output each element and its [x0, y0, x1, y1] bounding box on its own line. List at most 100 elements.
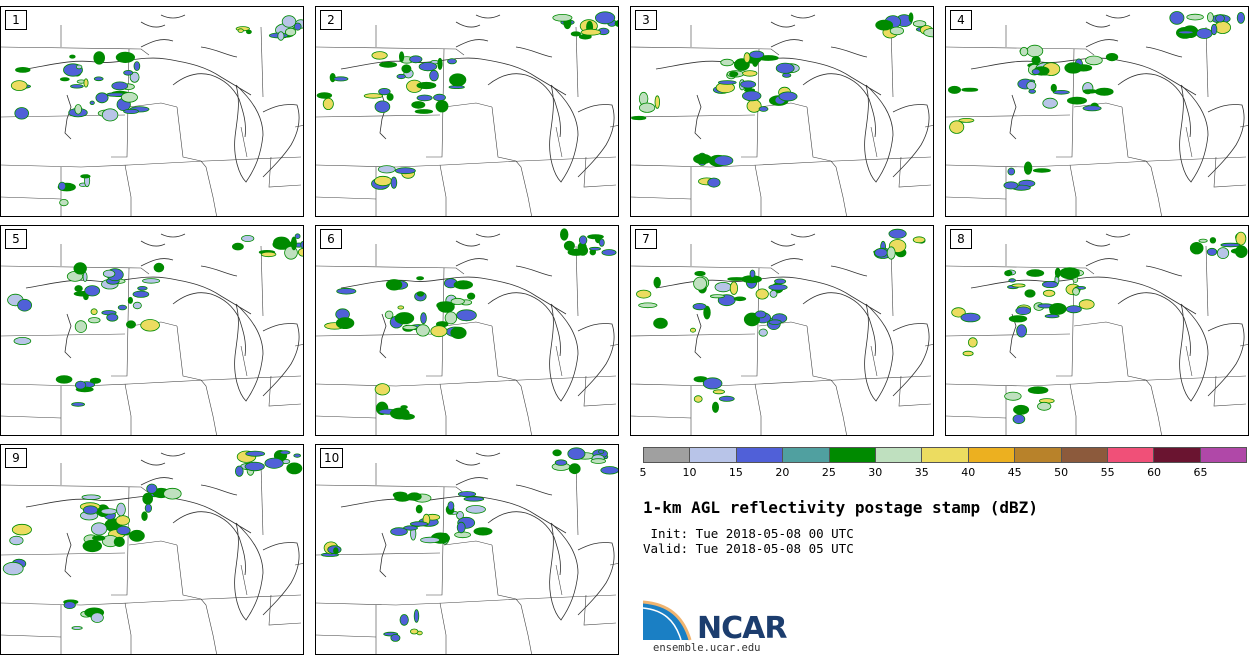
reflectivity-cell	[335, 317, 355, 329]
reflectivity-cell	[456, 309, 477, 322]
reflectivity-cell	[75, 64, 83, 70]
reflectivity-cell	[768, 283, 788, 291]
state-border	[631, 167, 692, 216]
reflectivity-cell	[300, 241, 303, 249]
coastline	[864, 84, 894, 183]
state-border	[316, 244, 465, 275]
reflectivity-map-1	[1, 14, 303, 216]
coastline	[830, 46, 868, 58]
colorbar-tick: 25	[821, 466, 836, 479]
reflectivity-cell	[260, 251, 277, 258]
state-border	[1185, 345, 1193, 377]
state-border	[741, 48, 760, 158]
colorbar	[643, 447, 1247, 463]
reflectivity-cell	[333, 547, 339, 555]
state-border	[754, 164, 762, 216]
member-label: 2	[320, 10, 342, 30]
coastline	[1117, 292, 1191, 357]
state-border	[631, 156, 932, 168]
reflectivity-cell	[567, 447, 586, 460]
reflectivity-cell	[775, 62, 795, 74]
reflectivity-cell	[63, 601, 76, 610]
reflectivity-cell	[1052, 90, 1070, 95]
reflectivity-cell	[693, 395, 703, 403]
colorbar-tick: 5	[639, 466, 647, 479]
reflectivity-cell	[1210, 23, 1218, 36]
reflectivity-cell	[444, 311, 458, 325]
reflectivity-cell	[386, 93, 394, 101]
reflectivity-cell	[394, 312, 415, 325]
reflectivity-cell	[653, 276, 661, 288]
state-border	[176, 325, 217, 435]
state-border	[316, 167, 377, 216]
reflectivity-cell	[59, 199, 69, 207]
state-border	[260, 245, 264, 317]
colorbar-swatch	[875, 448, 923, 462]
reflectivity-cell	[142, 278, 161, 284]
state-border	[1213, 156, 1247, 188]
reflectivity-cell	[293, 453, 302, 458]
coastline	[64, 94, 72, 140]
reflectivity-cell	[1064, 62, 1083, 74]
stamp-panel-9: 9	[0, 444, 304, 655]
state-border	[1121, 325, 1162, 435]
coastline	[1085, 21, 1111, 28]
reflectivity-map-4	[946, 11, 1248, 216]
reflectivity-cell	[694, 270, 706, 277]
reflectivity-cell	[1050, 83, 1057, 93]
state-border	[631, 375, 932, 387]
state-border	[443, 102, 493, 108]
colorbar-tick: 20	[775, 466, 790, 479]
state-border	[555, 345, 563, 377]
member-label: 3	[635, 10, 657, 30]
coastline	[515, 484, 553, 496]
colorbar-tick: 15	[728, 466, 743, 479]
reflectivity-cell	[949, 120, 965, 134]
reflectivity-cell	[293, 22, 302, 31]
reflectivity-cell	[437, 57, 443, 70]
reflectivity-cell	[413, 609, 420, 623]
logo-url: ensemble.ucar.edu	[653, 642, 761, 654]
stamp-panel-6: 6	[315, 225, 619, 436]
state-border	[1239, 344, 1248, 347]
reflectivity-cell	[297, 247, 303, 257]
reflectivity-cell	[100, 508, 118, 515]
reflectivity-cell	[948, 85, 961, 94]
coastline	[864, 303, 894, 402]
coastline	[830, 265, 868, 277]
stamp-panel-1: 1	[0, 6, 304, 217]
reflectivity-cell	[106, 313, 119, 322]
state-border	[1069, 164, 1077, 216]
coastline	[455, 258, 489, 267]
reflectivity-cell	[399, 51, 405, 62]
ncar-logo-icon	[643, 600, 692, 641]
reflectivity-cell	[1031, 55, 1041, 65]
reflectivity-cell	[430, 325, 448, 338]
state-border	[128, 540, 178, 546]
reflectivity-cell	[588, 246, 601, 251]
state-border	[631, 386, 692, 435]
reflectivity-cell	[1066, 305, 1082, 314]
reflectivity-cell	[384, 310, 394, 319]
reflectivity-map-7	[631, 228, 933, 435]
state-border	[946, 386, 1007, 435]
reflectivity-cell	[14, 107, 30, 120]
state-border	[946, 375, 1247, 387]
coastline	[64, 532, 72, 578]
coastline	[140, 459, 166, 466]
reflectivity-cell	[83, 78, 89, 88]
reflectivity-cell	[416, 324, 430, 337]
state-border	[898, 375, 932, 407]
state-border	[439, 602, 447, 654]
reflectivity-cell	[450, 297, 465, 305]
reflectivity-cell	[116, 502, 126, 517]
stamp-panel-8: 8	[945, 225, 1249, 436]
reflectivity-cell	[875, 19, 894, 31]
reflectivity-cell	[128, 529, 145, 542]
reflectivity-cell	[1028, 89, 1036, 94]
reflectivity-cell	[390, 527, 408, 536]
reflectivity-cell	[241, 234, 255, 242]
reflectivity-cell	[1037, 401, 1052, 411]
reflectivity-map-9	[1, 449, 303, 654]
reflectivity-cell	[1026, 269, 1045, 277]
